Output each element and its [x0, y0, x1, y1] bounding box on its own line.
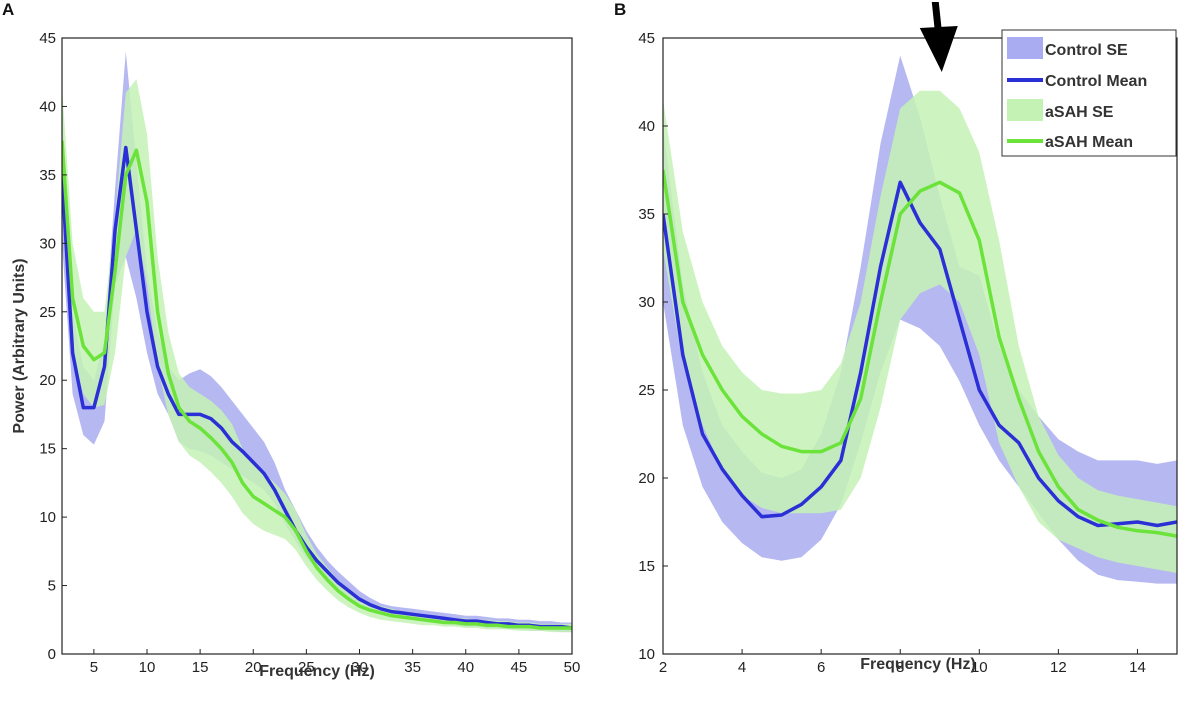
panel-a-line-asah-mean [62, 140, 572, 630]
down-arrow-icon [919, 2, 958, 72]
y-tick-label: 15 [638, 558, 655, 575]
panel-b-x-ticks: 2 4 6 8 10 12 14 [659, 649, 1146, 676]
panel-a-y-ticks: 0 5 10 15 20 25 30 35 40 45 [39, 30, 67, 663]
legend-label-control-se: Control SE [1045, 42, 1128, 59]
x-tick-label: 8 [896, 659, 904, 676]
y-tick-label: 40 [638, 118, 655, 135]
y-tick-label: 30 [638, 294, 655, 311]
panel-a: A 5 10 15 20 25 30 35 40 45 50 0 5 10 15 20 25 30 35 40 45… [2, 0, 580, 680]
x-tick-label: 25 [298, 659, 315, 676]
y-tick-label: 30 [39, 235, 56, 252]
panel-b-x-axis-label: Frequency (Hz) [860, 656, 976, 673]
x-tick-label: 40 [457, 659, 474, 676]
x-tick-label: 4 [738, 659, 746, 676]
panel-b: B 2 4 6 8 10 12 14 10 15 20 25 30 35 40 45 Frequency … [614, 0, 1178, 676]
y-tick-label: 35 [638, 206, 655, 223]
y-tick-label: 20 [638, 470, 655, 487]
x-tick-label: 5 [90, 659, 98, 676]
y-tick-label: 15 [39, 441, 56, 458]
panel-a-x-ticks: 5 10 15 20 25 30 35 40 45 50 [90, 649, 581, 676]
panel-a-plot-area [62, 51, 572, 633]
x-tick-label: 10 [139, 659, 156, 676]
panel-b-line-asah-mean [663, 169, 1177, 538]
arrow-head [919, 26, 958, 72]
y-tick-label: 40 [39, 98, 56, 115]
panel-b-frame [662, 37, 1178, 655]
panel-a-x-axis-label: Frequency (Hz) [259, 663, 375, 680]
panel-b-y-ticks: 10 15 20 25 30 35 40 45 [638, 30, 668, 663]
panel-b-plot-area [663, 55, 1177, 584]
y-tick-label: 25 [638, 382, 655, 399]
panel-a-frame [61, 37, 573, 655]
panel-b-letter: B [614, 0, 626, 19]
panel-a-line-control-mean [62, 145, 572, 630]
y-tick-label: 45 [638, 30, 655, 47]
y-tick-label: 20 [39, 372, 56, 389]
y-tick-label: 10 [39, 509, 56, 526]
panel-a-y-axis-label: Power (Arbitrary Units) [11, 258, 28, 433]
y-tick-label: 10 [638, 646, 655, 663]
x-tick-label: 35 [404, 659, 421, 676]
x-tick-label: 6 [817, 659, 825, 676]
x-tick-label: 45 [511, 659, 528, 676]
x-tick-label: 20 [245, 659, 262, 676]
x-tick-label: 14 [1129, 659, 1146, 676]
x-tick-label: 15 [192, 659, 209, 676]
y-tick-label: 5 [48, 578, 56, 595]
panel-a-letter: A [2, 0, 14, 19]
legend-label-control-mean: Control Mean [1045, 73, 1147, 90]
panel-b-band-asah-se [663, 90, 1177, 574]
y-tick-label: 0 [48, 646, 56, 663]
panel-b-line-control-mean [663, 180, 1177, 528]
x-tick-label: 10 [971, 659, 988, 676]
legend-swatch-control-se [1007, 37, 1043, 59]
legend-label-asah-se: aSAH SE [1045, 104, 1114, 121]
legend-label-asah-mean: aSAH Mean [1045, 134, 1133, 151]
x-tick-label: 2 [659, 659, 667, 676]
y-tick-label: 35 [39, 167, 56, 184]
x-tick-label: 30 [351, 659, 368, 676]
y-tick-label: 45 [39, 30, 56, 47]
legend-swatch-asah-se [1007, 99, 1043, 121]
legend: Control SE Control Mean aSAH SE aSAH Mea… [1001, 29, 1177, 157]
x-tick-label: 12 [1050, 659, 1067, 676]
x-tick-label: 50 [564, 659, 581, 676]
y-tick-label: 25 [39, 304, 56, 321]
